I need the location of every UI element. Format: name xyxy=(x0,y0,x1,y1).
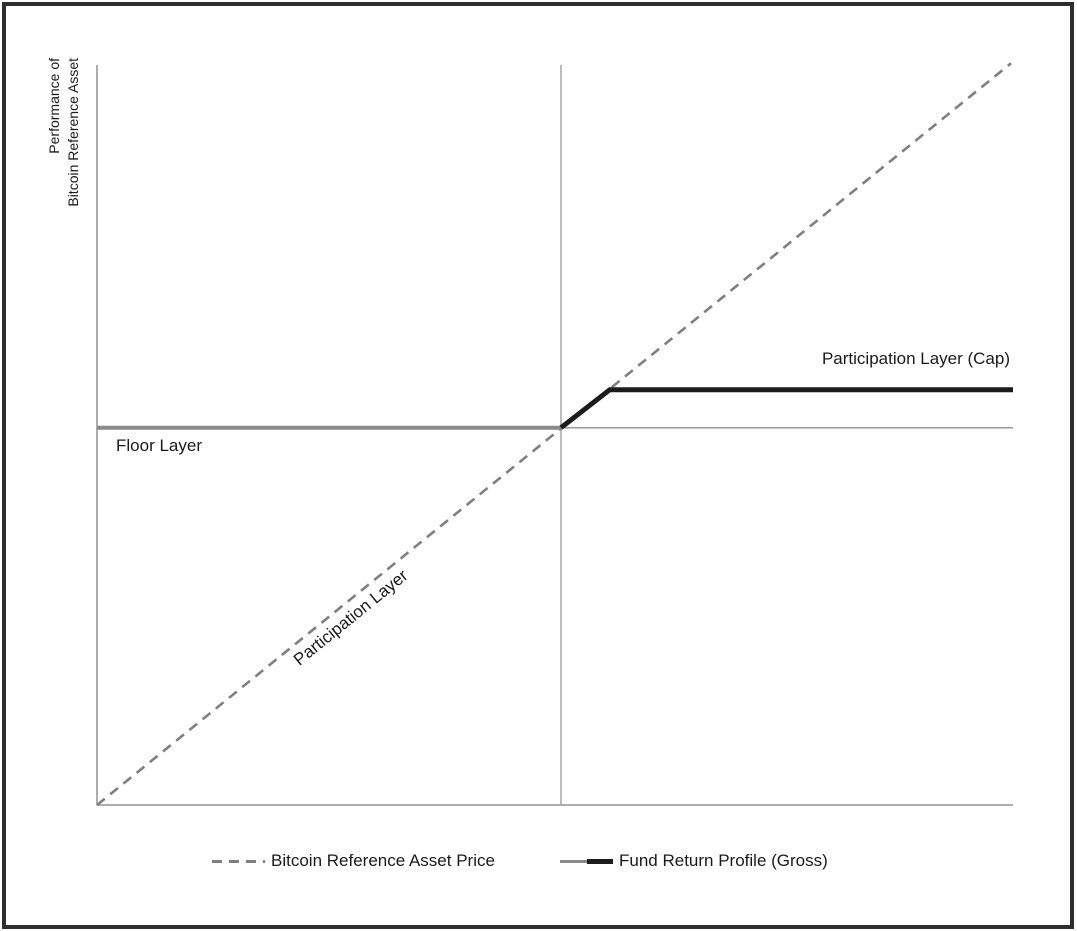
solid-line-swatch-icon xyxy=(560,858,613,864)
legend-item-fund-return: Fund Return Profile (Gross) xyxy=(560,849,828,873)
y-axis-label-line1: Performance of xyxy=(46,58,62,154)
legend-label-fund-return: Fund Return Profile (Gross) xyxy=(619,851,828,870)
y-axis-label-line2: Bitcoin Reference Asset xyxy=(65,58,81,207)
legend-item-reference-asset: Bitcoin Reference Asset Price xyxy=(212,849,495,873)
floor-layer-label: Floor Layer xyxy=(116,436,202,455)
y-axis-label: Performance of Bitcoin Reference Asset xyxy=(45,58,85,268)
bitcoin-reference-asset-price xyxy=(96,62,1012,807)
dashed-line-swatch-icon xyxy=(212,859,265,863)
participation-cap-label: Participation Layer (Cap) xyxy=(821,349,1010,368)
fund-rise-and-cap-segment xyxy=(559,387,1013,430)
legend-label-reference-asset: Bitcoin Reference Asset Price xyxy=(271,851,495,870)
